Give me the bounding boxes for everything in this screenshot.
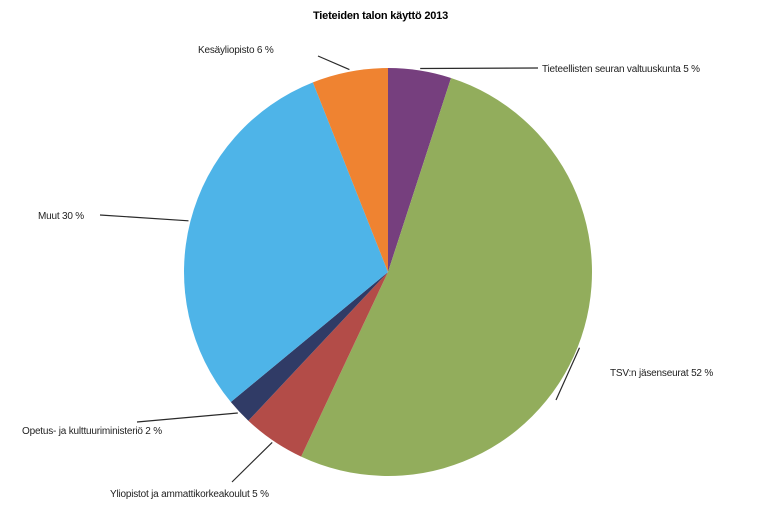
- slice-label-opetus: Opetus- ja kulttuuriministeriö 2 %: [22, 426, 162, 437]
- chart-title: Tieteiden talon käyttö 2013: [312, 10, 448, 22]
- pie-slice-tieteellisten: [388, 68, 452, 272]
- pie-slice-kesayliopisto: [312, 68, 388, 272]
- pie-slice-opetus: [230, 272, 388, 421]
- slice-label-tsv: TSV:n jäsenseurat 52 %: [610, 368, 714, 379]
- leader-line-tsv: [555, 347, 581, 401]
- leader-lines: [99, 55, 581, 483]
- slice-label-tieteellisten: Tieteellisten seuran valtuuskunta 5 %: [542, 64, 700, 75]
- leader-line-yliopistot: [231, 441, 273, 483]
- leader-line-opetus: [136, 412, 238, 423]
- slice-label-yliopistot: Yliopistot ja ammattikorkeakoulut 5 %: [110, 489, 269, 500]
- leader-line-tieteellisten: [420, 67, 539, 70]
- leader-line-kesayliopisto: [317, 55, 350, 71]
- pie-slice-yliopistot: [248, 272, 388, 457]
- pie-slice-tsv: [301, 77, 592, 476]
- leader-line-muut: [99, 214, 189, 222]
- pie-slice-muut: [184, 82, 388, 403]
- pie-slices: [184, 68, 592, 476]
- slice-label-kesayliopisto: Kesäyliopisto 6 %: [198, 45, 274, 56]
- slice-label-muut: Muut 30 %: [38, 211, 85, 222]
